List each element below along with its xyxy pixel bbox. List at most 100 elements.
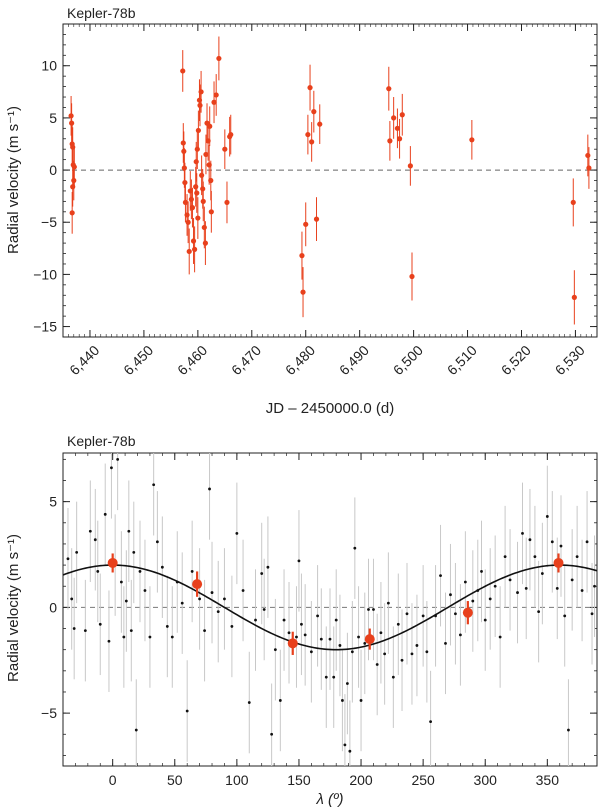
phased-point bbox=[127, 529, 131, 533]
phased-point bbox=[273, 648, 277, 652]
binned-point bbox=[192, 579, 203, 590]
chart-bottom-xtick-label: 350 bbox=[536, 772, 560, 788]
chart-top-xtick-label: 6,500 bbox=[390, 342, 426, 378]
binned-point bbox=[462, 607, 473, 618]
phased-point bbox=[235, 531, 239, 535]
binned-point bbox=[107, 557, 118, 568]
chart-top-xtick-label: 6,490 bbox=[336, 342, 372, 378]
rv-point bbox=[68, 113, 74, 119]
rv-point bbox=[190, 238, 197, 244]
phased-point bbox=[270, 732, 274, 736]
phased-point bbox=[129, 629, 133, 633]
phased-point bbox=[341, 699, 344, 702]
phased-point bbox=[287, 631, 291, 635]
rv-point bbox=[213, 92, 219, 98]
phased-point bbox=[545, 515, 549, 518]
phased-point bbox=[570, 578, 574, 582]
rv-point bbox=[203, 151, 209, 158]
phased-point bbox=[555, 586, 559, 590]
phased-point bbox=[319, 637, 323, 641]
rv-point bbox=[200, 198, 206, 204]
phased-point bbox=[230, 625, 234, 628]
phased-point bbox=[254, 618, 257, 622]
phased-point bbox=[165, 625, 169, 628]
phased-point bbox=[107, 639, 111, 643]
chart-top-xtick-label: 6,450 bbox=[120, 342, 156, 378]
rv-point bbox=[196, 97, 203, 103]
chart-top-ytick-label: 0 bbox=[49, 162, 57, 178]
chart-top-points bbox=[68, 55, 592, 300]
phased-point bbox=[295, 635, 298, 639]
phased-point bbox=[303, 633, 307, 637]
rv-point bbox=[69, 210, 75, 216]
chart-bottom-model-curve bbox=[62, 564, 598, 651]
phased-point bbox=[463, 580, 467, 584]
phased-point bbox=[124, 599, 128, 603]
rv-point bbox=[407, 163, 413, 169]
chart-bottom: Kepler-78b Radial velocity (m s⁻¹) λ (º)… bbox=[5, 433, 598, 808]
rv-point bbox=[409, 273, 415, 280]
chart-top: Kepler-78b Radial velocity (m s⁻¹) JD – … bbox=[5, 5, 598, 417]
rv-point bbox=[200, 186, 206, 192]
phased-point bbox=[580, 589, 584, 592]
rv-point bbox=[194, 190, 200, 196]
phased-point bbox=[334, 618, 338, 622]
rv-point bbox=[199, 172, 205, 178]
chart-bottom-xtick-label: 0 bbox=[109, 772, 117, 788]
chart-top-errorbars bbox=[70, 36, 590, 325]
phased-point bbox=[93, 538, 97, 542]
phased-point bbox=[483, 618, 487, 622]
chart-bottom-xtick-label: 150 bbox=[287, 772, 311, 788]
chart-bottom-plot-area bbox=[62, 452, 598, 767]
phased-point bbox=[405, 612, 409, 616]
phased-point bbox=[493, 584, 497, 588]
phased-point bbox=[190, 570, 194, 573]
chart-bottom-binned-points bbox=[107, 553, 564, 655]
phased-point bbox=[282, 618, 286, 622]
phased-point bbox=[567, 728, 570, 732]
chart-top-ytick-label: 10 bbox=[41, 58, 57, 74]
phased-point bbox=[66, 557, 70, 561]
phased-point bbox=[216, 610, 220, 614]
rv-point bbox=[187, 188, 193, 194]
chart-top-ylabel: Radial velocity (m s⁻¹) bbox=[5, 106, 22, 254]
phased-point bbox=[116, 457, 120, 461]
chart-bottom-xtick-label: 200 bbox=[349, 772, 373, 788]
phased-point bbox=[152, 483, 156, 487]
phased-point bbox=[508, 578, 512, 582]
rv-point bbox=[71, 164, 77, 170]
phased-point bbox=[241, 589, 245, 592]
phased-point bbox=[324, 675, 328, 679]
chart-top-ytick-label: −10 bbox=[33, 266, 57, 282]
phased-point bbox=[503, 555, 507, 559]
phased-point bbox=[138, 570, 142, 573]
chart-bottom-xtick-label: 100 bbox=[225, 772, 249, 788]
phased-point bbox=[410, 652, 414, 656]
phased-point bbox=[575, 555, 579, 559]
rv-point bbox=[180, 68, 186, 74]
rv-point bbox=[211, 99, 217, 105]
rv-point bbox=[313, 216, 320, 222]
phased-point bbox=[210, 591, 214, 594]
chart-bottom-points bbox=[66, 457, 596, 753]
binned-point bbox=[553, 557, 564, 568]
phased-point bbox=[208, 487, 211, 491]
phased-point bbox=[83, 629, 87, 633]
phased-point bbox=[345, 682, 349, 685]
phased-point bbox=[471, 599, 475, 603]
rv-point bbox=[195, 215, 201, 221]
phased-point bbox=[262, 608, 266, 611]
chart-top-xlabel: JD – 2450000.0 (d) bbox=[266, 400, 394, 417]
phased-point bbox=[170, 635, 174, 639]
phased-point bbox=[332, 675, 336, 679]
rv-point bbox=[299, 253, 305, 259]
phased-point bbox=[88, 529, 92, 533]
rv-point bbox=[399, 112, 405, 118]
rv-point bbox=[570, 199, 576, 206]
rv-point bbox=[193, 184, 199, 190]
rv-point bbox=[307, 85, 313, 91]
phased-point bbox=[316, 614, 319, 618]
phased-point bbox=[458, 633, 462, 637]
rv-point bbox=[571, 294, 577, 300]
